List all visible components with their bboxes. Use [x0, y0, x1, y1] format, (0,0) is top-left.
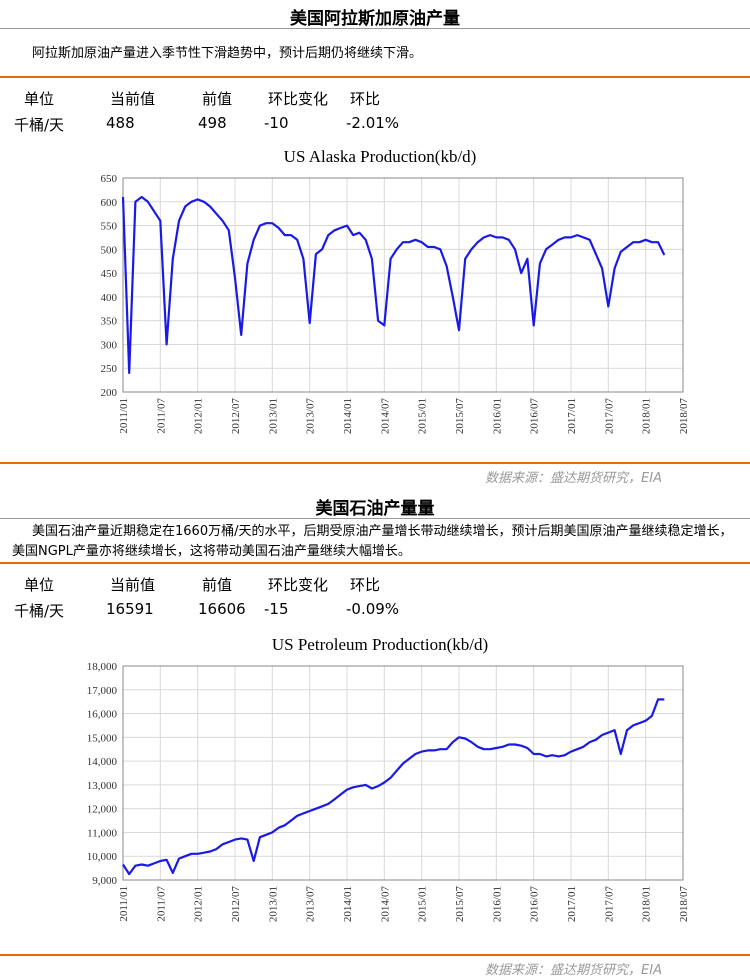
table-header: 环比 — [350, 576, 381, 594]
x-tick-label: 2015/01 — [417, 398, 429, 434]
y-tick-label: 300 — [101, 339, 118, 351]
table-header: 环比变化 — [268, 90, 329, 108]
x-tick-label: 2013/07 — [305, 886, 317, 923]
x-tick-label: 2013/01 — [267, 398, 279, 434]
y-tick-label: 18,000 — [87, 661, 118, 673]
section-title: 美国阿拉斯加原油产量 — [290, 9, 460, 29]
chart-title: US Petroleum Production(kb/d) — [272, 635, 488, 654]
x-tick-label: 2012/01 — [193, 886, 205, 922]
data-line — [122, 698, 665, 876]
plot-frame — [122, 665, 684, 881]
x-tick-label: 2012/01 — [193, 398, 205, 434]
y-tick-label: 450 — [101, 268, 118, 280]
divider — [0, 28, 750, 29]
y-tick-label: 14,000 — [87, 756, 118, 768]
table-header: 单位 — [24, 576, 55, 594]
x-tick-label: 2016/01 — [491, 886, 503, 922]
table-cell: 16591 — [106, 600, 154, 618]
table-header: 当前值 — [110, 90, 156, 108]
x-tick-label: 2011/01 — [118, 398, 130, 434]
table-header: 前值 — [202, 90, 233, 108]
x-tick-label: 2014/01 — [342, 886, 354, 922]
x-tick-label: 2011/07 — [155, 886, 167, 922]
y-tick-label: 12,000 — [87, 804, 118, 816]
x-tick-label: 2017/07 — [603, 886, 615, 923]
table-cell: 488 — [106, 114, 135, 132]
y-tick-label: 200 — [101, 387, 118, 399]
table-header: 单位 — [24, 90, 55, 108]
x-tick-label: 2017/01 — [566, 398, 578, 434]
section: 美国阿拉斯加原油产量阿拉斯加原油产量进入季节性下滑趋势中，预计后期仍将继续下滑。… — [0, 0, 750, 488]
y-tick-label: 17,000 — [87, 685, 118, 697]
y-tick-label: 11,000 — [87, 827, 117, 839]
divider — [0, 518, 750, 519]
chart: US Alaska Production(kb/d) 200 250 300 350 40… — [101, 147, 691, 435]
section: 美国石油产量量美国石油产量近期稳定在1660万桶/天的水平，后期受原油产量增长带… — [0, 490, 750, 978]
x-tick-label: 2018/01 — [641, 886, 653, 922]
x-tick-label: 2011/07 — [155, 398, 167, 434]
table-header: 当前值 — [110, 576, 156, 594]
x-tick-label: 2013/01 — [267, 886, 279, 922]
x-tick-label: 2014/07 — [379, 886, 391, 923]
y-tick-label: 600 — [101, 197, 118, 209]
x-tick-label: 2016/01 — [491, 398, 503, 434]
table-header: 前值 — [202, 576, 233, 594]
y-tick-label: 550 — [101, 221, 118, 233]
y-tick-label: 650 — [101, 173, 118, 185]
table-cell: -0.09% — [346, 600, 400, 618]
y-tick-label: 9,000 — [92, 875, 117, 887]
x-tick-label: 2013/07 — [305, 398, 317, 435]
x-tick-label: 2018/07 — [678, 398, 690, 435]
x-tick-label: 2014/01 — [342, 398, 354, 434]
divider — [0, 76, 750, 78]
x-tick-label: 2015/07 — [454, 398, 466, 435]
summary: 阿拉斯加原油产量进入季节性下滑趋势中，预计后期仍将继续下滑。 — [32, 46, 423, 61]
x-tick-label: 2018/07 — [678, 886, 690, 923]
source: 数据来源：盛达期货研究，EIA — [485, 471, 662, 486]
plot-frame — [122, 177, 684, 393]
y-tick-label: 16,000 — [87, 709, 118, 721]
table-cell: -10 — [264, 114, 289, 132]
summary: 美国石油产量近期稳定在1660万桶/天的水平，后期受原油产量增长带动继续增长，预… — [12, 524, 733, 559]
y-tick-label: 13,000 — [87, 780, 118, 792]
x-tick-label: 2016/07 — [529, 886, 541, 923]
y-tick-label: 350 — [101, 316, 118, 328]
x-tick-label: 2017/07 — [603, 398, 615, 435]
section-title: 美国石油产量量 — [315, 499, 435, 519]
x-tick-label: 2015/01 — [417, 886, 429, 922]
table-cell: 16606 — [198, 600, 246, 618]
chart-title: US Alaska Production(kb/d) — [284, 147, 477, 166]
divider — [0, 562, 750, 564]
y-tick-label: 250 — [101, 363, 118, 375]
table-cell: 千桶/天 — [14, 116, 65, 134]
y-tick-label: 10,000 — [87, 851, 118, 863]
table-header: 环比 — [350, 90, 381, 108]
x-tick-label: 2017/01 — [566, 886, 578, 922]
x-tick-label: 2011/01 — [118, 886, 130, 922]
x-tick-label: 2018/01 — [641, 398, 653, 434]
table-cell: -15 — [264, 600, 289, 618]
divider — [0, 954, 750, 956]
divider — [0, 462, 750, 464]
x-tick-label: 2016/07 — [529, 398, 541, 435]
table-cell: 千桶/天 — [14, 602, 65, 620]
x-tick-label: 2012/07 — [230, 398, 242, 435]
source: 数据来源：盛达期货研究，EIA — [485, 963, 662, 978]
table-cell: 498 — [198, 114, 227, 132]
y-tick-label: 15,000 — [87, 732, 118, 744]
x-tick-label: 2012/07 — [230, 886, 242, 923]
table-header: 环比变化 — [268, 576, 329, 594]
x-tick-label: 2015/07 — [454, 886, 466, 923]
y-tick-label: 500 — [101, 244, 118, 256]
y-tick-label: 400 — [101, 292, 118, 304]
chart: US Petroleum Production(kb/d) 9,000 10,000… — [87, 635, 690, 923]
data-line — [121, 195, 666, 375]
table-cell: -2.01% — [346, 114, 400, 132]
x-tick-label: 2014/07 — [379, 398, 391, 435]
